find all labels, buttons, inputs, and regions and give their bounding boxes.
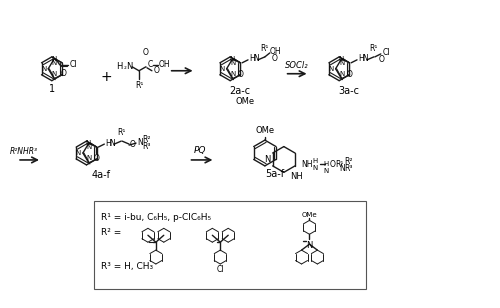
Text: N: N <box>230 71 235 77</box>
Text: C: C <box>148 60 152 69</box>
Text: OH: OH <box>270 47 281 56</box>
Text: O: O <box>330 160 336 169</box>
Text: R¹: R¹ <box>260 44 269 53</box>
Text: 4a-f: 4a-f <box>92 170 111 180</box>
Text: N: N <box>306 241 312 250</box>
Text: Cl: Cl <box>70 60 77 69</box>
Text: N: N <box>340 164 345 173</box>
Text: O: O <box>94 154 100 163</box>
Text: Cl: Cl <box>216 265 224 274</box>
Text: N: N <box>253 55 258 63</box>
Text: N: N <box>339 71 344 77</box>
Text: O: O <box>154 66 160 75</box>
Text: R²: R² <box>142 135 150 144</box>
Text: N: N <box>338 56 344 62</box>
Text: O: O <box>346 70 352 79</box>
Text: OMe: OMe <box>302 213 318 218</box>
Text: N: N <box>51 56 57 62</box>
Text: N: N <box>362 55 368 63</box>
Text: 1: 1 <box>48 84 55 94</box>
Text: R¹: R¹ <box>135 81 143 90</box>
Text: O: O <box>379 55 384 64</box>
Text: R³: R³ <box>344 164 352 173</box>
Text: 2a-c: 2a-c <box>230 86 250 95</box>
Text: H: H <box>116 62 122 71</box>
Text: PQ: PQ <box>194 146 206 155</box>
Text: H: H <box>358 55 364 63</box>
Text: OMe: OMe <box>236 96 255 106</box>
Text: N: N <box>264 155 271 164</box>
Text: N: N <box>230 60 235 66</box>
Text: N: N <box>76 150 81 156</box>
Text: H
N: H N <box>324 161 329 174</box>
Text: NH: NH <box>290 172 302 181</box>
Text: N: N <box>110 139 115 148</box>
Text: N: N <box>52 60 57 66</box>
Text: R³ = H, CH₃: R³ = H, CH₃ <box>102 262 154 271</box>
Text: O: O <box>61 69 66 78</box>
Text: N: N <box>339 60 344 66</box>
Text: R¹: R¹ <box>370 44 378 53</box>
Text: N: N <box>52 71 57 77</box>
Text: N: N <box>220 66 224 72</box>
Text: R¹ = i-bu, C₆H₅, p-ClC₆H₅: R¹ = i-bu, C₆H₅, p-ClC₆H₅ <box>102 213 212 222</box>
Text: R²: R² <box>344 157 352 166</box>
Text: R²NHR³: R²NHR³ <box>10 147 38 156</box>
Text: H: H <box>249 55 255 63</box>
Text: R¹: R¹ <box>117 128 126 137</box>
Text: OMe: OMe <box>256 126 274 135</box>
Text: 5a-f: 5a-f <box>265 169 284 179</box>
Text: R¹: R¹ <box>335 160 344 169</box>
Text: N: N <box>230 56 235 62</box>
Text: O: O <box>143 48 149 57</box>
Text: R² =: R² = <box>102 228 124 237</box>
Text: Cl: Cl <box>383 48 390 57</box>
Text: N: N <box>126 62 132 71</box>
Text: OH: OH <box>159 60 170 69</box>
Text: ₂: ₂ <box>124 64 126 70</box>
Text: N: N <box>328 66 334 72</box>
Text: NH: NH <box>302 160 313 169</box>
Text: N: N <box>86 144 92 150</box>
Text: O: O <box>130 140 136 148</box>
Text: O: O <box>272 55 278 63</box>
Text: N: N <box>86 140 91 146</box>
Text: O: O <box>237 70 243 79</box>
Text: 3a-c: 3a-c <box>338 86 359 95</box>
Text: +: + <box>100 70 112 84</box>
Text: N: N <box>41 66 46 72</box>
Text: N: N <box>86 155 92 161</box>
Text: N: N <box>137 138 143 147</box>
Text: R³: R³ <box>142 142 150 151</box>
Text: H
N: H N <box>312 158 317 171</box>
Text: H: H <box>106 139 111 148</box>
Text: SOCl₂: SOCl₂ <box>285 61 308 70</box>
